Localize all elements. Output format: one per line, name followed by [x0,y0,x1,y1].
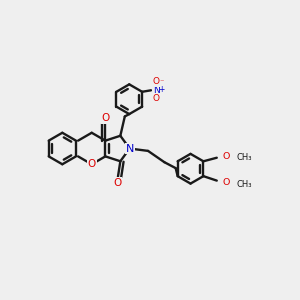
Text: O: O [113,178,122,188]
Text: N: N [153,86,160,95]
Text: CH₃: CH₃ [237,180,253,189]
Text: O: O [102,113,110,123]
Text: +: + [158,85,165,94]
Text: O: O [223,178,230,188]
Text: O: O [88,159,96,169]
Text: O: O [153,94,160,103]
Text: ⁻: ⁻ [159,77,164,86]
Text: N: N [125,143,134,154]
Text: O: O [223,152,230,161]
Text: CH₃: CH₃ [237,153,253,162]
Text: O: O [153,77,160,86]
